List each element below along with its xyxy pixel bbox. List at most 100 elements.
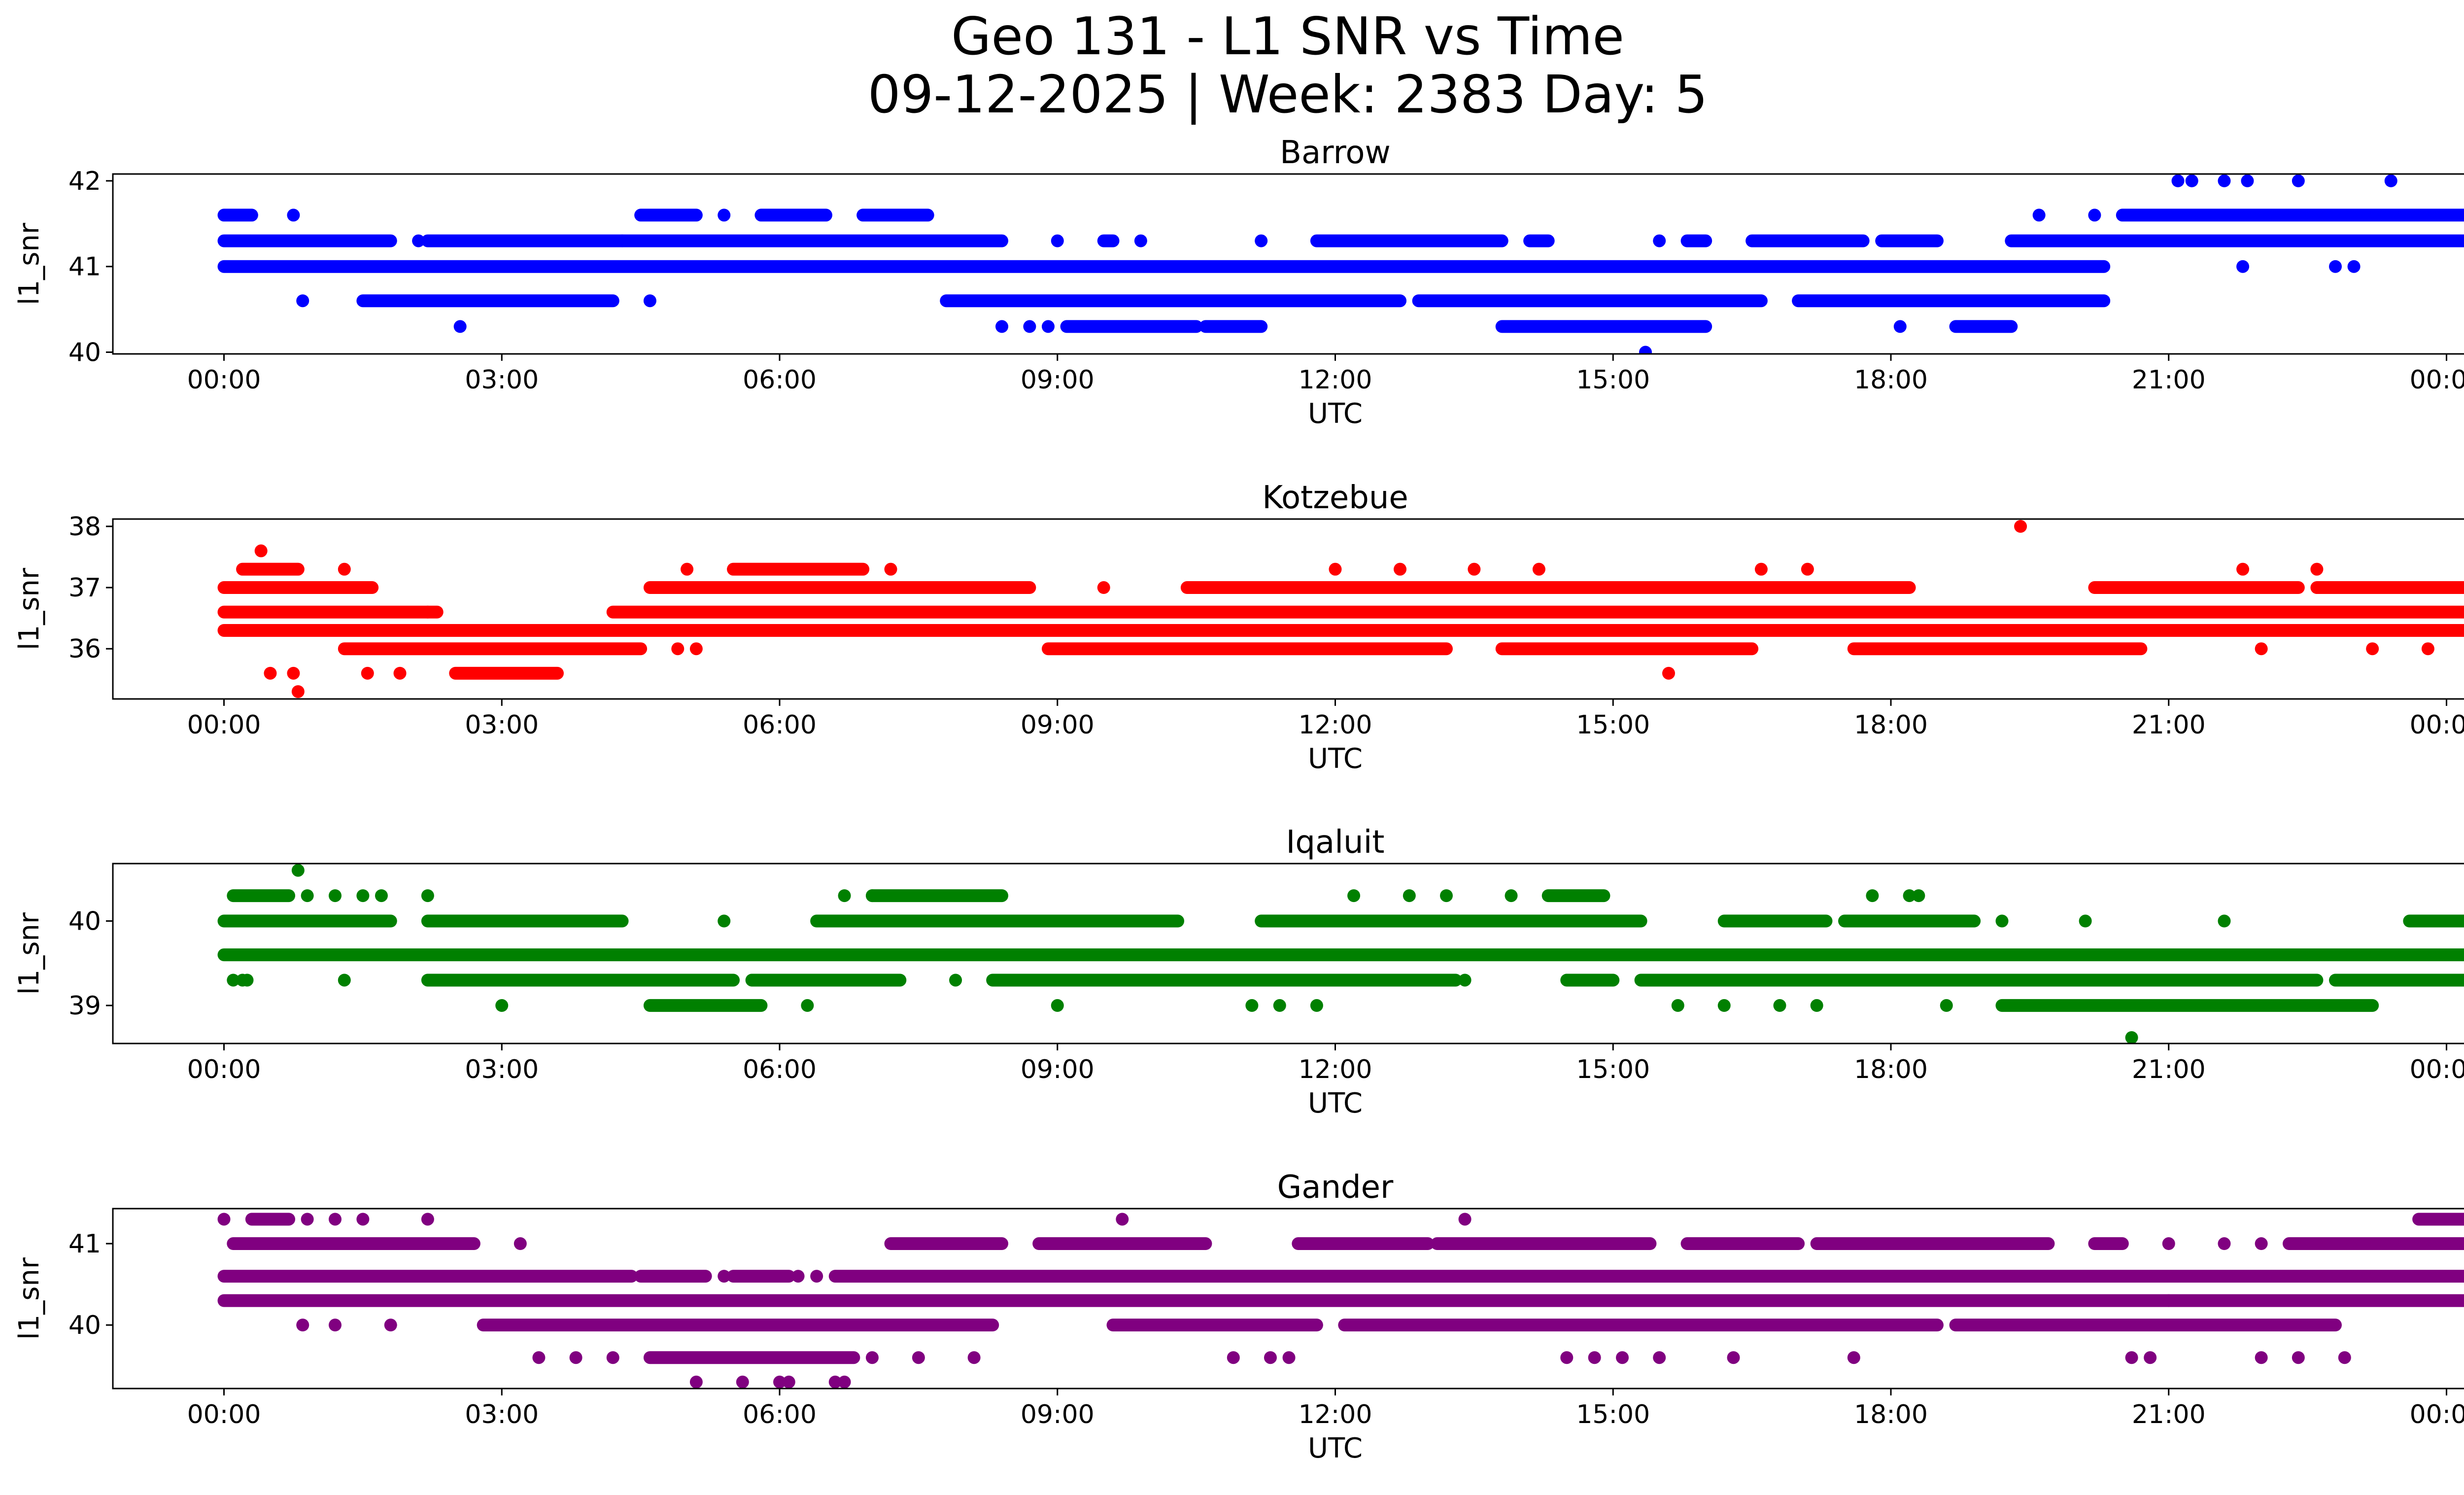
x-tick-label: 09:00 <box>1021 710 1095 740</box>
data-point <box>718 914 731 928</box>
data-point <box>1245 999 1259 1012</box>
x-tick-label: 00:00 <box>187 1055 261 1084</box>
data-point <box>736 1375 749 1389</box>
data-point <box>2384 174 2397 187</box>
data-point <box>689 642 703 656</box>
data-point <box>2144 1351 2157 1364</box>
data-point <box>689 1375 703 1389</box>
data-point <box>2162 1294 2175 1307</box>
data-point <box>912 1351 925 1364</box>
x-tick-label: 00:00 <box>187 1400 261 1429</box>
data-point <box>2032 209 2046 222</box>
x-tick-label: 06:00 <box>743 1055 817 1084</box>
data-point <box>828 1375 842 1389</box>
data-point <box>1639 346 1652 354</box>
data-point <box>291 864 305 877</box>
data-point <box>1532 562 1545 576</box>
x-tick-label: 00:00 <box>187 365 261 395</box>
data-point <box>801 999 814 1012</box>
x-tick-label: 03:00 <box>465 1400 539 1429</box>
data-point <box>2255 1237 2268 1251</box>
data-point <box>2255 1351 2268 1364</box>
x-tick-label: 03:00 <box>465 365 539 395</box>
data-point <box>495 999 509 1012</box>
subplot-kotzebue: Kotzebue 00:00 03:00 06:00 09:00 12:00 15:00 18… <box>13 480 2464 775</box>
y-tick-label: 41 <box>68 252 101 282</box>
figure-title-line2: 09-12-2025 | Week: 2383 Day: 5 <box>868 65 1708 125</box>
subplot-title: Barrow <box>1280 135 1391 171</box>
x-tick-label: 18:00 <box>1854 365 1928 395</box>
data-point <box>718 209 731 222</box>
x-tick-label: 03:00 <box>465 710 539 740</box>
data-point <box>1616 914 1629 928</box>
y-axis-label: l1_snr <box>13 912 45 995</box>
data-point <box>2171 174 2185 187</box>
x-tick-label: 12:00 <box>1299 1055 1372 1084</box>
data-point <box>375 889 388 903</box>
data-point <box>1310 999 1323 1012</box>
x-axis-label: UTC <box>1308 743 1363 775</box>
data-point <box>2241 174 2254 187</box>
data-point <box>1773 999 1786 1012</box>
data-point <box>2125 1031 2138 1043</box>
data-point <box>2185 174 2198 187</box>
x-tick-label: 12:00 <box>1299 710 1372 740</box>
data-point <box>453 320 467 333</box>
subplot-panels: Barrow 00:00 03:00 06:00 09:00 12:00 15:00 18:0… <box>13 135 2464 1464</box>
data-point <box>1458 1213 1472 1226</box>
data-point <box>1255 234 1268 247</box>
data-point <box>296 294 309 308</box>
subplot-title: Iqaluit <box>1286 824 1385 861</box>
y-axis-label: l1_snr <box>13 567 45 650</box>
data-point <box>2014 520 2027 533</box>
data-point <box>2347 260 2361 273</box>
data-point <box>227 973 240 987</box>
data-point <box>329 1213 342 1226</box>
data-point <box>2310 562 2324 576</box>
data-point <box>681 562 694 576</box>
data-point <box>1653 1351 1666 1364</box>
data-point <box>329 1319 342 1332</box>
x-tick-label: 15:00 <box>1576 365 1650 395</box>
data-point <box>1264 1351 1277 1364</box>
data-point <box>532 1351 546 1364</box>
data-point <box>1051 234 1064 247</box>
data-point <box>2236 260 2250 273</box>
data-point <box>1023 320 1036 333</box>
x-tick-label: 15:00 <box>1576 1055 1650 1084</box>
data-point <box>949 973 962 987</box>
data-point <box>361 666 374 680</box>
data-point <box>329 889 342 903</box>
data-point <box>1754 562 1768 576</box>
data-point <box>1717 999 1731 1012</box>
subplot-title: Gander <box>1277 1169 1394 1206</box>
data-point <box>2329 260 2342 273</box>
data-point <box>671 642 684 656</box>
data-point <box>2218 1237 2231 1251</box>
x-tick-label: 18:00 <box>1854 1400 1928 1429</box>
data-point <box>606 1351 619 1364</box>
data-marks <box>217 520 2464 698</box>
data-point <box>1403 889 1416 903</box>
data-point <box>865 1351 879 1364</box>
data-point <box>838 889 851 903</box>
data-point <box>356 889 370 903</box>
data-point <box>338 973 351 987</box>
data-point <box>421 1213 434 1226</box>
y-axis-label: l1_snr <box>13 222 45 305</box>
data-point <box>1468 562 1481 576</box>
x-tick-label: 18:00 <box>1854 710 1928 740</box>
x-tick-label: 00:00 <box>2410 710 2464 740</box>
data-point <box>1903 889 1916 903</box>
subplot-iqaluit: Iqaluit 00:00 03:00 06:00 09:00 12:00 15:00 18:… <box>13 824 2464 1119</box>
data-point <box>1505 889 1518 903</box>
data-point <box>810 1270 823 1283</box>
x-tick-label: 00:00 <box>2410 1055 2464 1084</box>
data-point <box>1847 1351 1860 1364</box>
data-point <box>421 889 434 903</box>
data-marks <box>217 1213 2464 1389</box>
data-marks <box>217 174 2464 354</box>
y-tick-label: 39 <box>68 991 101 1021</box>
data-point <box>296 1319 309 1332</box>
x-tick-label: 18:00 <box>1854 1055 1928 1084</box>
